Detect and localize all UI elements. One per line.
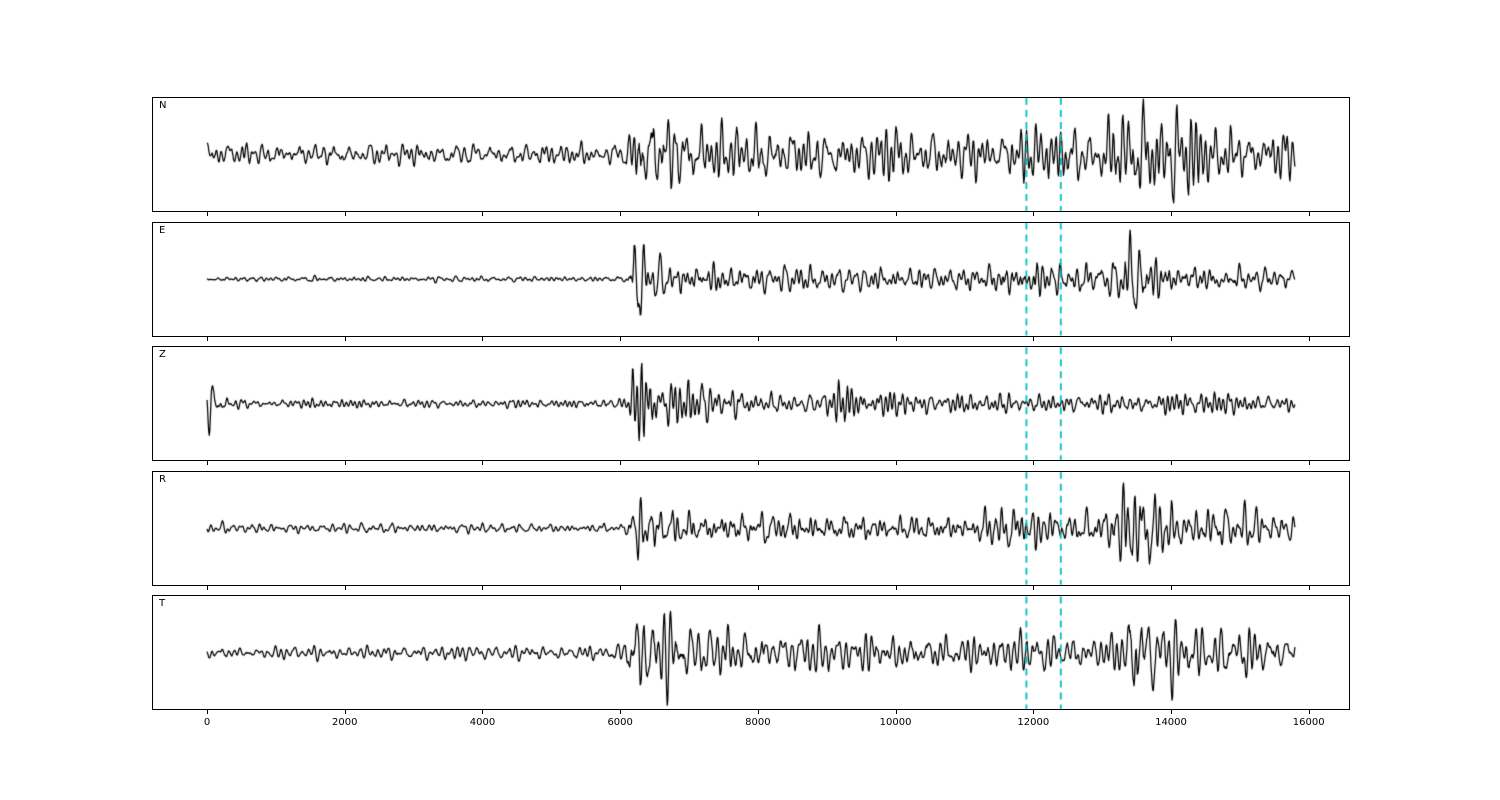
x-tick-mark (1308, 461, 1310, 466)
x-tick-mark (895, 461, 897, 466)
x-tick-mark (207, 710, 209, 715)
x-tick-label: 0 (203, 717, 211, 729)
x-tick-mark (482, 336, 484, 341)
x-tick-mark (207, 212, 209, 216)
x-tick-label: 4000 (469, 717, 496, 729)
x-tick-label: 2000 (332, 717, 358, 729)
x-tick-mark (1033, 212, 1035, 216)
x-tick-mark (207, 585, 209, 590)
x-tick-mark (1170, 336, 1172, 341)
x-tick-mark (207, 336, 209, 341)
x-tick-mark (620, 710, 622, 715)
x-tick-mark (1170, 585, 1172, 590)
x-tick-mark (207, 461, 209, 466)
x-tick-mark (1170, 212, 1172, 216)
x-tick-mark (344, 212, 346, 216)
x-tick-mark (757, 461, 759, 466)
x-tick-mark (1170, 710, 1172, 715)
x-tick-label: 14000 (1155, 717, 1187, 729)
x-tick-mark (1033, 336, 1035, 341)
panel-label-Z: Z (159, 349, 166, 361)
x-tick-mark (620, 585, 622, 590)
channel-panel-R: R (152, 470, 1350, 586)
x-tick-mark (344, 585, 346, 590)
x-tick-mark (482, 710, 484, 715)
x-tick-mark (895, 585, 897, 590)
x-tick-mark (1170, 461, 1172, 466)
x-tick-mark (482, 585, 484, 590)
channel-panel-E: E (152, 221, 1350, 337)
channel-panel-Z: Z (152, 346, 1350, 462)
x-tick-label: 16000 (1292, 717, 1325, 729)
x-tick-mark (895, 212, 897, 216)
x-tick-mark (1033, 710, 1035, 715)
x-tick-mark (757, 212, 759, 216)
x-tick-mark (757, 585, 759, 590)
x-tick-label: 6000 (607, 717, 633, 729)
channel-panel-T: T (152, 595, 1350, 711)
x-tick-mark (344, 336, 346, 341)
panel-label-N: N (159, 100, 167, 111)
x-tick-mark (1308, 212, 1310, 216)
x-tick-label: 12000 (1017, 717, 1050, 729)
x-tick-mark (1033, 585, 1035, 590)
panel-label-T: T (159, 598, 166, 610)
panel-label-R: R (159, 473, 166, 485)
x-tick-label: 8000 (745, 717, 771, 729)
x-tick-mark (757, 336, 759, 341)
x-tick-mark (482, 461, 484, 466)
x-tick-mark (1308, 585, 1310, 590)
x-tick-mark (620, 461, 622, 466)
channel-panel-N: N (152, 97, 1350, 212)
x-tick-mark (757, 710, 759, 715)
x-tick-mark (344, 710, 346, 715)
x-tick-mark (1308, 336, 1310, 341)
x-tick-mark (620, 336, 622, 341)
x-tick-label: 10000 (879, 717, 912, 729)
x-tick-mark (620, 212, 622, 216)
x-tick-mark (1308, 710, 1310, 715)
x-tick-mark (482, 212, 484, 216)
x-tick-mark (1033, 461, 1035, 466)
x-tick-mark (895, 336, 897, 341)
x-tick-mark (344, 461, 346, 466)
panel-label-E: E (159, 224, 166, 236)
x-tick-mark (895, 710, 897, 715)
